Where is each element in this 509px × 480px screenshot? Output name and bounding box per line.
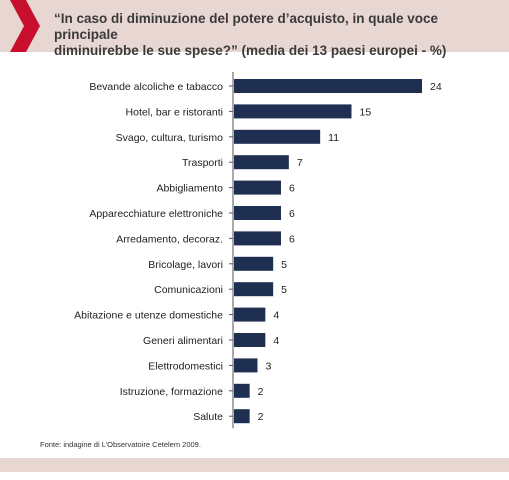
chart-title-line2: diminuirebbe le sue spese?” (media dei 1… [54, 43, 447, 58]
bar [234, 409, 250, 424]
data-label: 6 [289, 233, 295, 245]
title-band: “In caso di diminuzione del potere d’acq… [0, 0, 509, 58]
bar [234, 333, 266, 347]
category-label: Abbigliamento [156, 183, 223, 195]
data-label: 6 [289, 183, 295, 195]
data-label: 5 [281, 284, 287, 296]
bar [234, 231, 281, 246]
bar [234, 155, 289, 170]
bar [234, 129, 321, 144]
data-label: 3 [266, 360, 272, 372]
chevron-icon [10, 0, 40, 52]
category-label: Elettrodomestici [148, 360, 223, 372]
bar [234, 180, 281, 195]
data-label: 2 [258, 411, 264, 423]
footer-band [0, 458, 509, 472]
bar [234, 307, 266, 322]
bar [234, 358, 258, 373]
category-label: Comunicazioni [154, 284, 223, 296]
bar [234, 282, 274, 297]
category-label: Generi alimentari [143, 335, 223, 347]
category-label: Bevande alcoliche e tabacco [89, 81, 223, 93]
category-label: Apparecchiature elettroniche [89, 208, 223, 220]
chart-title-line1: “In caso di diminuzione del potere d’acq… [54, 11, 439, 42]
bar [234, 206, 281, 220]
data-label: 15 [360, 106, 372, 118]
data-label: 5 [281, 259, 287, 271]
data-label: 6 [289, 208, 295, 220]
category-label: Bricolage, lavori [148, 259, 223, 271]
category-label: Trasporti [182, 157, 223, 169]
bar [234, 79, 422, 93]
data-label: 2 [258, 386, 264, 398]
data-label: 4 [273, 310, 279, 322]
bar [234, 256, 274, 271]
data-label: 11 [328, 132, 339, 144]
data-label: 7 [297, 157, 303, 169]
bar [234, 104, 352, 119]
category-label: Salute [193, 411, 223, 423]
data-label: 24 [430, 81, 442, 93]
chart-title: “In caso di diminuzione del potere d’acq… [54, 11, 504, 59]
source-note: Fonte: indagine di L’Observatoire Cetele… [40, 440, 201, 449]
bar [234, 383, 250, 398]
category-label: Abitazione e utenze domestiche [74, 310, 223, 322]
category-label: Hotel, bar e ristoranti [126, 106, 223, 118]
category-label: Arredamento, decoraz. [116, 233, 223, 245]
category-label: Istruzione, formazione [120, 386, 223, 398]
data-label: 4 [273, 335, 279, 347]
category-label: Svago, cultura, turismo [116, 132, 224, 144]
